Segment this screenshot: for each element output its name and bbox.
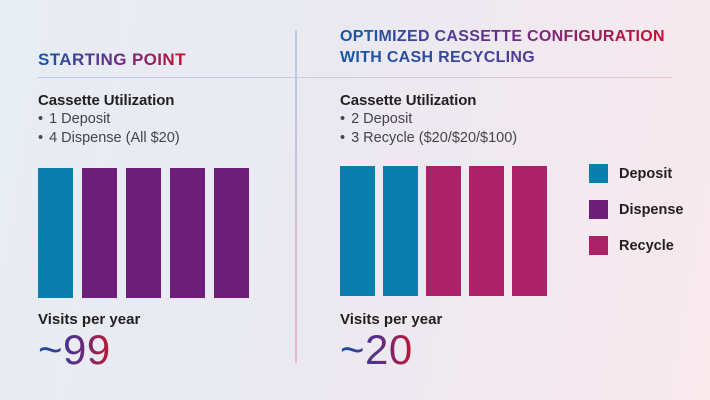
right-section-heading: Cassette Utilization	[340, 92, 477, 109]
dispense-bar	[214, 168, 249, 298]
deposit-bar	[340, 166, 375, 296]
legend-item-recycle: Recycle	[589, 236, 683, 255]
recycle-bar	[426, 166, 461, 296]
left-visits-label: Visits per year	[38, 311, 141, 328]
right-panel-title: OPTIMIZED CASSETTE CONFIGURATION WITH CA…	[340, 26, 665, 68]
left-section-heading: Cassette Utilization	[38, 92, 175, 109]
right-panel-title-line2: WITH CASH RECYCLING	[340, 47, 665, 68]
legend-item-dispense: Dispense	[589, 200, 683, 219]
right-panel-title-line1: OPTIMIZED CASSETTE CONFIGURATION	[340, 28, 665, 45]
right-bullet-list: 2 Deposit 3 Recycle ($20/$20/$100)	[340, 110, 517, 148]
recycle-bar	[469, 166, 504, 296]
dispense-bar	[170, 168, 205, 298]
dispense-bar	[82, 168, 117, 298]
dispense-bar	[126, 168, 161, 298]
right-visits-label: Visits per year	[340, 311, 443, 328]
deposit-swatch-icon	[589, 164, 608, 183]
bullet-item: 1 Deposit	[38, 110, 180, 129]
legend: Deposit Dispense Recycle	[589, 164, 683, 272]
bullet-item: 2 Deposit	[340, 110, 517, 129]
legend-label: Dispense	[619, 201, 684, 218]
right-visits-value: ~20	[340, 326, 413, 373]
bullet-item: 3 Recycle ($20/$20/$100)	[340, 129, 517, 148]
dispense-swatch-icon	[589, 200, 608, 219]
legend-item-deposit: Deposit	[589, 164, 683, 183]
legend-label: Recycle	[619, 237, 674, 254]
deposit-bar	[38, 168, 73, 298]
legend-label: Deposit	[619, 165, 673, 182]
deposit-bar	[383, 166, 418, 296]
recycle-bar	[512, 166, 547, 296]
vertical-divider	[295, 30, 297, 363]
right-cassette-bars	[340, 166, 547, 296]
bullet-item: 4 Dispense (All $20)	[38, 129, 180, 148]
left-visits-value: ~99	[38, 326, 111, 373]
left-bullet-list: 1 Deposit 4 Dispense (All $20)	[38, 110, 180, 148]
left-cassette-bars	[38, 168, 249, 298]
recycle-swatch-icon	[589, 236, 608, 255]
left-panel-title: STARTING POINT	[38, 50, 186, 69]
title-underline-rule	[38, 77, 672, 78]
